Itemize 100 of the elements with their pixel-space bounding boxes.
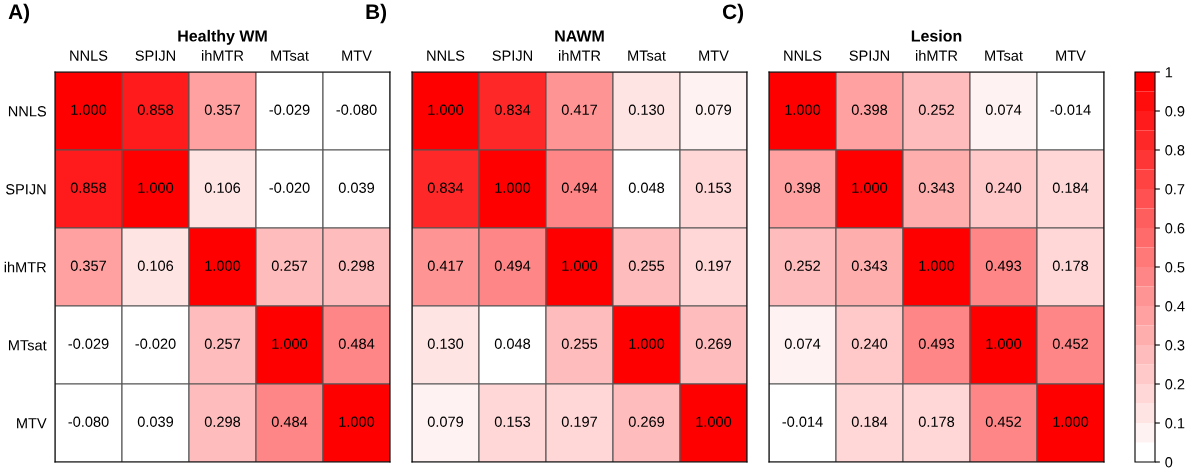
data-label: 0.493 xyxy=(985,260,1022,271)
data-label: -0.029 xyxy=(269,104,310,115)
data-label: 0.343 xyxy=(918,182,955,193)
data-label: 0.048 xyxy=(494,338,531,349)
data-label: 0.106 xyxy=(204,182,241,193)
x-tick-label: NNLS xyxy=(784,50,822,61)
data-label: -0.014 xyxy=(782,416,823,427)
data-label: 0.398 xyxy=(784,182,821,193)
data-label: 0.494 xyxy=(494,260,531,271)
data-label: 0.298 xyxy=(338,260,375,271)
chart-title: Lesion xyxy=(911,29,962,42)
data-label: 1.000 xyxy=(339,416,375,427)
data-label: 1.000 xyxy=(696,416,732,427)
x-tick-label: SPIJN xyxy=(849,50,889,61)
data-label: 0.834 xyxy=(494,104,531,115)
color-bar-label: 0 xyxy=(1165,457,1173,468)
text: B) xyxy=(366,3,387,24)
color-bar-label: 0.2 xyxy=(1165,379,1185,390)
y-tick-label: SPIJN xyxy=(6,184,46,195)
x-tick-label: MTsat xyxy=(271,50,309,61)
data-label: 0.858 xyxy=(70,182,107,193)
data-label: 0.452 xyxy=(985,416,1022,427)
x-tick-label: NNLS xyxy=(427,50,465,61)
data-label: -0.029 xyxy=(68,338,109,349)
data-label: 0.257 xyxy=(204,338,241,349)
color-bar-label: 0.3 xyxy=(1165,340,1185,351)
data-label: 0.357 xyxy=(204,104,241,115)
data-label: 0.039 xyxy=(338,182,375,193)
color-bar-label: 1 xyxy=(1165,67,1173,78)
data-label: 1.000 xyxy=(71,104,107,115)
chart-title: Healthy WM xyxy=(178,29,267,45)
color-bar-label: 0.5 xyxy=(1165,262,1185,273)
x-tick-label: MTV xyxy=(699,50,729,61)
data-label: 0.106 xyxy=(137,260,174,271)
data-label: 1.000 xyxy=(919,260,955,271)
color-bar-label: 0.1 xyxy=(1165,418,1185,429)
data-label: -0.020 xyxy=(269,182,310,193)
data-label: 1.000 xyxy=(428,104,464,115)
x-tick-label: SPIJN xyxy=(492,50,532,61)
data-label: 0.484 xyxy=(271,416,308,427)
data-label: 0.834 xyxy=(427,182,464,193)
y-tick-label: MTsat xyxy=(8,340,47,351)
data-label: 1.000 xyxy=(785,104,821,115)
data-label: 0.252 xyxy=(918,104,955,115)
data-label: 0.153 xyxy=(695,182,732,193)
data-label: 1.000 xyxy=(272,338,308,349)
data-label: 0.240 xyxy=(851,338,888,349)
data-label: 0.184 xyxy=(851,416,888,427)
color-bar-label: 0.4 xyxy=(1165,301,1185,312)
data-label: 0.484 xyxy=(338,338,375,349)
data-label: 1.000 xyxy=(138,182,174,193)
text: C) xyxy=(722,3,744,24)
data-label: 1.000 xyxy=(852,182,888,193)
data-label: 0.858 xyxy=(137,104,174,115)
data-label: 0.452 xyxy=(1052,338,1089,349)
text: A) xyxy=(8,3,30,24)
data-label: 0.417 xyxy=(427,260,464,271)
data-label: 0.269 xyxy=(695,338,732,349)
data-label: 0.178 xyxy=(918,416,955,427)
data-label: -0.080 xyxy=(68,416,109,427)
data-label: 0.255 xyxy=(561,338,598,349)
data-label: 0.343 xyxy=(851,260,888,271)
data-label: 0.178 xyxy=(1052,260,1089,271)
y-tick-label: ihMTR xyxy=(4,261,46,273)
data-label: 0.079 xyxy=(427,416,464,427)
data-label: 0.197 xyxy=(695,260,732,271)
color-bar-label: 0.6 xyxy=(1165,223,1185,234)
data-label: -0.020 xyxy=(135,338,176,349)
data-label: 1.000 xyxy=(629,338,665,349)
x-tick-label: SPIJN xyxy=(135,50,175,61)
data-label: 0.298 xyxy=(204,416,241,427)
data-label: 1.000 xyxy=(495,182,531,193)
data-label: 1.000 xyxy=(562,260,598,271)
data-label: 1.000 xyxy=(986,338,1022,349)
data-label: 0.357 xyxy=(70,260,107,271)
y-tick-label: NNLS xyxy=(8,106,46,117)
data-label: 1.000 xyxy=(205,260,241,271)
x-tick-label: NNLS xyxy=(70,50,108,61)
x-tick-label: ihMTR xyxy=(916,50,958,61)
color-bar-label: 0.8 xyxy=(1165,145,1185,156)
color-bar-label: 0.9 xyxy=(1165,106,1185,117)
data-label: 0.039 xyxy=(137,416,174,427)
data-label: -0.014 xyxy=(1050,104,1091,115)
y-tick-label: MTV xyxy=(17,418,47,429)
data-label: 0.255 xyxy=(628,260,665,271)
x-tick-label: MTV xyxy=(1056,50,1086,61)
data-label: 0.048 xyxy=(628,182,665,193)
x-tick-label: MTsat xyxy=(628,50,666,61)
data-label: 0.417 xyxy=(561,104,598,115)
x-tick-label: ihMTR xyxy=(559,50,601,61)
data-label: 0.197 xyxy=(561,416,598,427)
x-tick-label: ihMTR xyxy=(202,50,244,61)
data-label: 0.074 xyxy=(985,104,1022,115)
data-label: 0.079 xyxy=(695,104,732,115)
data-label: -0.080 xyxy=(336,104,377,115)
chart-title: NAWM xyxy=(555,30,604,42)
data-label: 0.493 xyxy=(918,338,955,349)
data-label: 0.074 xyxy=(784,338,821,349)
x-tick-label: MTV xyxy=(342,50,372,61)
data-label: 0.252 xyxy=(784,260,821,271)
